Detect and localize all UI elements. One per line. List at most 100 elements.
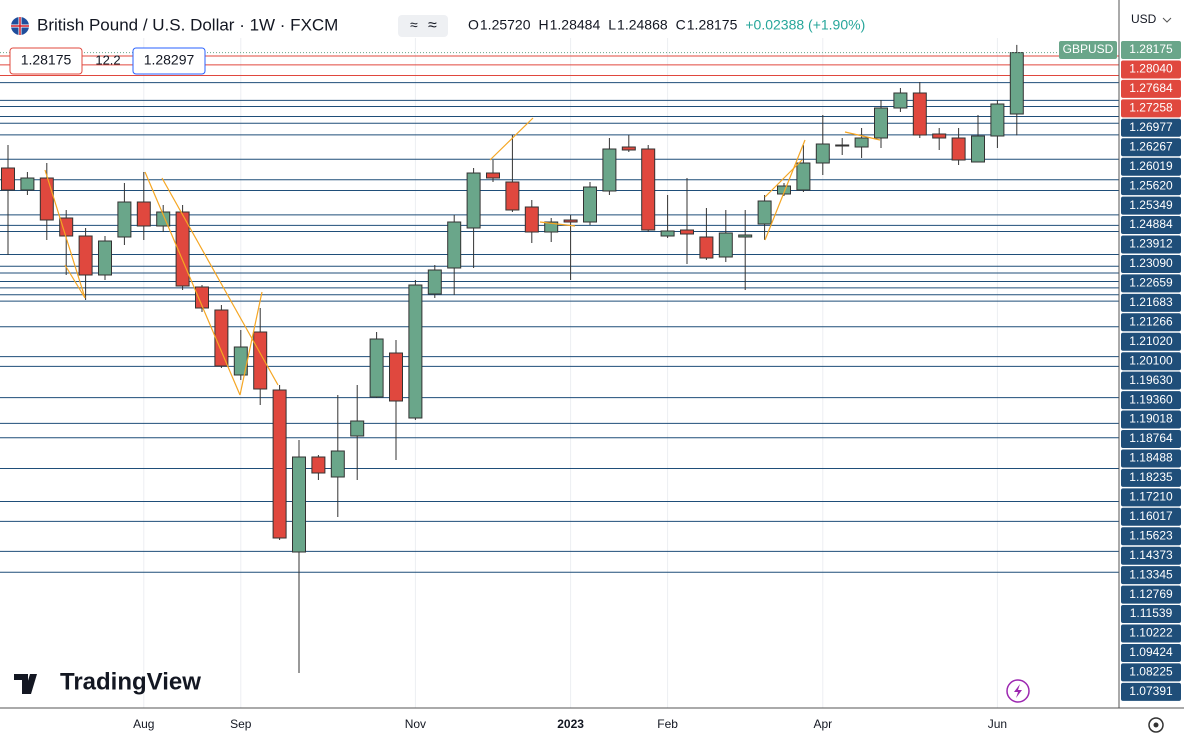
level-label-bg <box>1121 177 1181 196</box>
level-label: 1.08225 <box>1129 665 1173 679</box>
sell-price: 1.28175 <box>21 52 72 68</box>
candle-body <box>408 284 423 419</box>
alert-bolt <box>1014 684 1022 698</box>
time-axis: Aug Sep Nov 2023 Feb Apr Jun <box>133 717 1007 731</box>
level-label: 1.18764 <box>1129 431 1173 445</box>
candle-body <box>893 92 908 109</box>
trend-line <box>539 221 576 227</box>
candle-body <box>602 148 617 192</box>
icon: ≈ <box>410 17 418 33</box>
level-label: 1.26019 <box>1129 159 1173 173</box>
candle-body <box>544 221 559 233</box>
candle-body <box>78 235 93 276</box>
candle-body <box>505 181 520 211</box>
candle-body <box>524 206 539 233</box>
candle-body <box>195 286 209 309</box>
trend-line <box>844 131 881 141</box>
level-label-bg <box>1121 371 1181 390</box>
candle-body <box>641 148 656 231</box>
level-label-bg <box>1121 585 1181 604</box>
level-label-bg <box>1121 99 1181 118</box>
sell-button[interactable] <box>9 47 83 75</box>
x-tick-label: Apr <box>813 717 832 731</box>
buy-button[interactable] <box>132 47 206 75</box>
candle-body <box>621 146 636 151</box>
icon: ≈ <box>428 17 437 34</box>
candle-body <box>214 309 229 367</box>
candle-body <box>59 217 74 237</box>
level-label-bg <box>1121 527 1181 546</box>
level-label-bg <box>1121 605 1181 624</box>
candle-body <box>971 135 985 163</box>
candle-body <box>1009 52 1024 115</box>
ohlc-key: C <box>676 17 686 33</box>
level-label-bg <box>1121 624 1181 643</box>
candle-body <box>136 201 151 227</box>
settings-icon[interactable] <box>1148 717 1164 733</box>
level-label-bg <box>1121 313 1181 332</box>
ohlc-value: 1.28175 <box>687 17 738 33</box>
level-label-bg <box>1121 60 1181 79</box>
level-label: 1.26267 <box>1129 139 1173 153</box>
level-label-bg <box>1121 410 1181 429</box>
trend-line <box>764 159 803 198</box>
level-label-bg <box>1121 391 1181 410</box>
trend-line <box>489 117 534 161</box>
drawings <box>44 117 881 396</box>
x-tick-label: Jun <box>988 717 1007 731</box>
x-tick-label: Nov <box>405 717 426 731</box>
level-label: 1.21683 <box>1129 295 1173 309</box>
dropdown-arrow <box>1162 17 1172 23</box>
ohlc-change: +0.02388 (+1.90%) <box>745 17 865 33</box>
candle-body <box>447 221 462 269</box>
level-label: 1.28040 <box>1129 62 1173 76</box>
ohlc-key: O <box>468 17 479 33</box>
symbol-tag: GBPUSD <box>1063 42 1114 56</box>
level-label: 1.10222 <box>1129 626 1173 640</box>
level-label-bg <box>1121 118 1181 137</box>
candle-body <box>757 200 772 225</box>
level-label-bg <box>1121 332 1181 351</box>
time-axis-bg <box>0 708 1184 742</box>
candle-body <box>292 456 306 553</box>
level-label: 1.21266 <box>1129 314 1173 328</box>
price-axis: 1.28040 1.27684 1.27258 1.26977 1.26267 1.260… <box>1121 60 1181 701</box>
level-label: 1.12769 <box>1129 587 1173 601</box>
level-label: 1.16017 <box>1129 509 1173 523</box>
candle-body <box>583 186 597 223</box>
candle-body <box>796 162 811 191</box>
level-label: 1.09424 <box>1129 645 1173 659</box>
candle-body <box>718 232 733 258</box>
level-label: 1.11539 <box>1130 606 1173 620</box>
level-label-bg <box>1121 682 1181 701</box>
candle-body <box>466 172 481 229</box>
buy-price: 1.28297 <box>144 52 195 68</box>
candle-body <box>932 133 947 139</box>
alert-icon[interactable] <box>1006 679 1030 703</box>
candle-body <box>815 143 830 164</box>
indicator-toggle[interactable] <box>398 15 448 37</box>
level-label-bg <box>1121 235 1181 254</box>
symbol-title[interactable]: British Pound / U.S. Dollar · 1W · FXCM <box>37 15 338 34</box>
level-label-bg <box>1121 449 1181 468</box>
level-label-bg <box>1121 79 1181 98</box>
candle-body <box>369 338 384 398</box>
level-label: 1.27684 <box>1129 81 1173 95</box>
ohlc-key: L <box>608 17 616 33</box>
x-tick-label: Feb <box>657 717 678 731</box>
logo-text: TradingView <box>60 668 201 695</box>
trend-line <box>239 291 263 396</box>
symbol-tag-bg <box>1059 41 1117 59</box>
candle-body <box>427 269 442 295</box>
price-label-bg <box>1121 41 1181 59</box>
level-label: 1.23090 <box>1129 256 1173 270</box>
level-label: 1.23912 <box>1129 237 1173 251</box>
currency-select[interactable]: USD <box>1131 12 1157 26</box>
candle-body <box>912 92 927 136</box>
plot-area <box>0 38 1119 708</box>
level-label-bg <box>1121 293 1181 312</box>
candle-body <box>117 201 132 238</box>
candle-body <box>1 167 15 191</box>
level-label-bg <box>1121 216 1181 235</box>
